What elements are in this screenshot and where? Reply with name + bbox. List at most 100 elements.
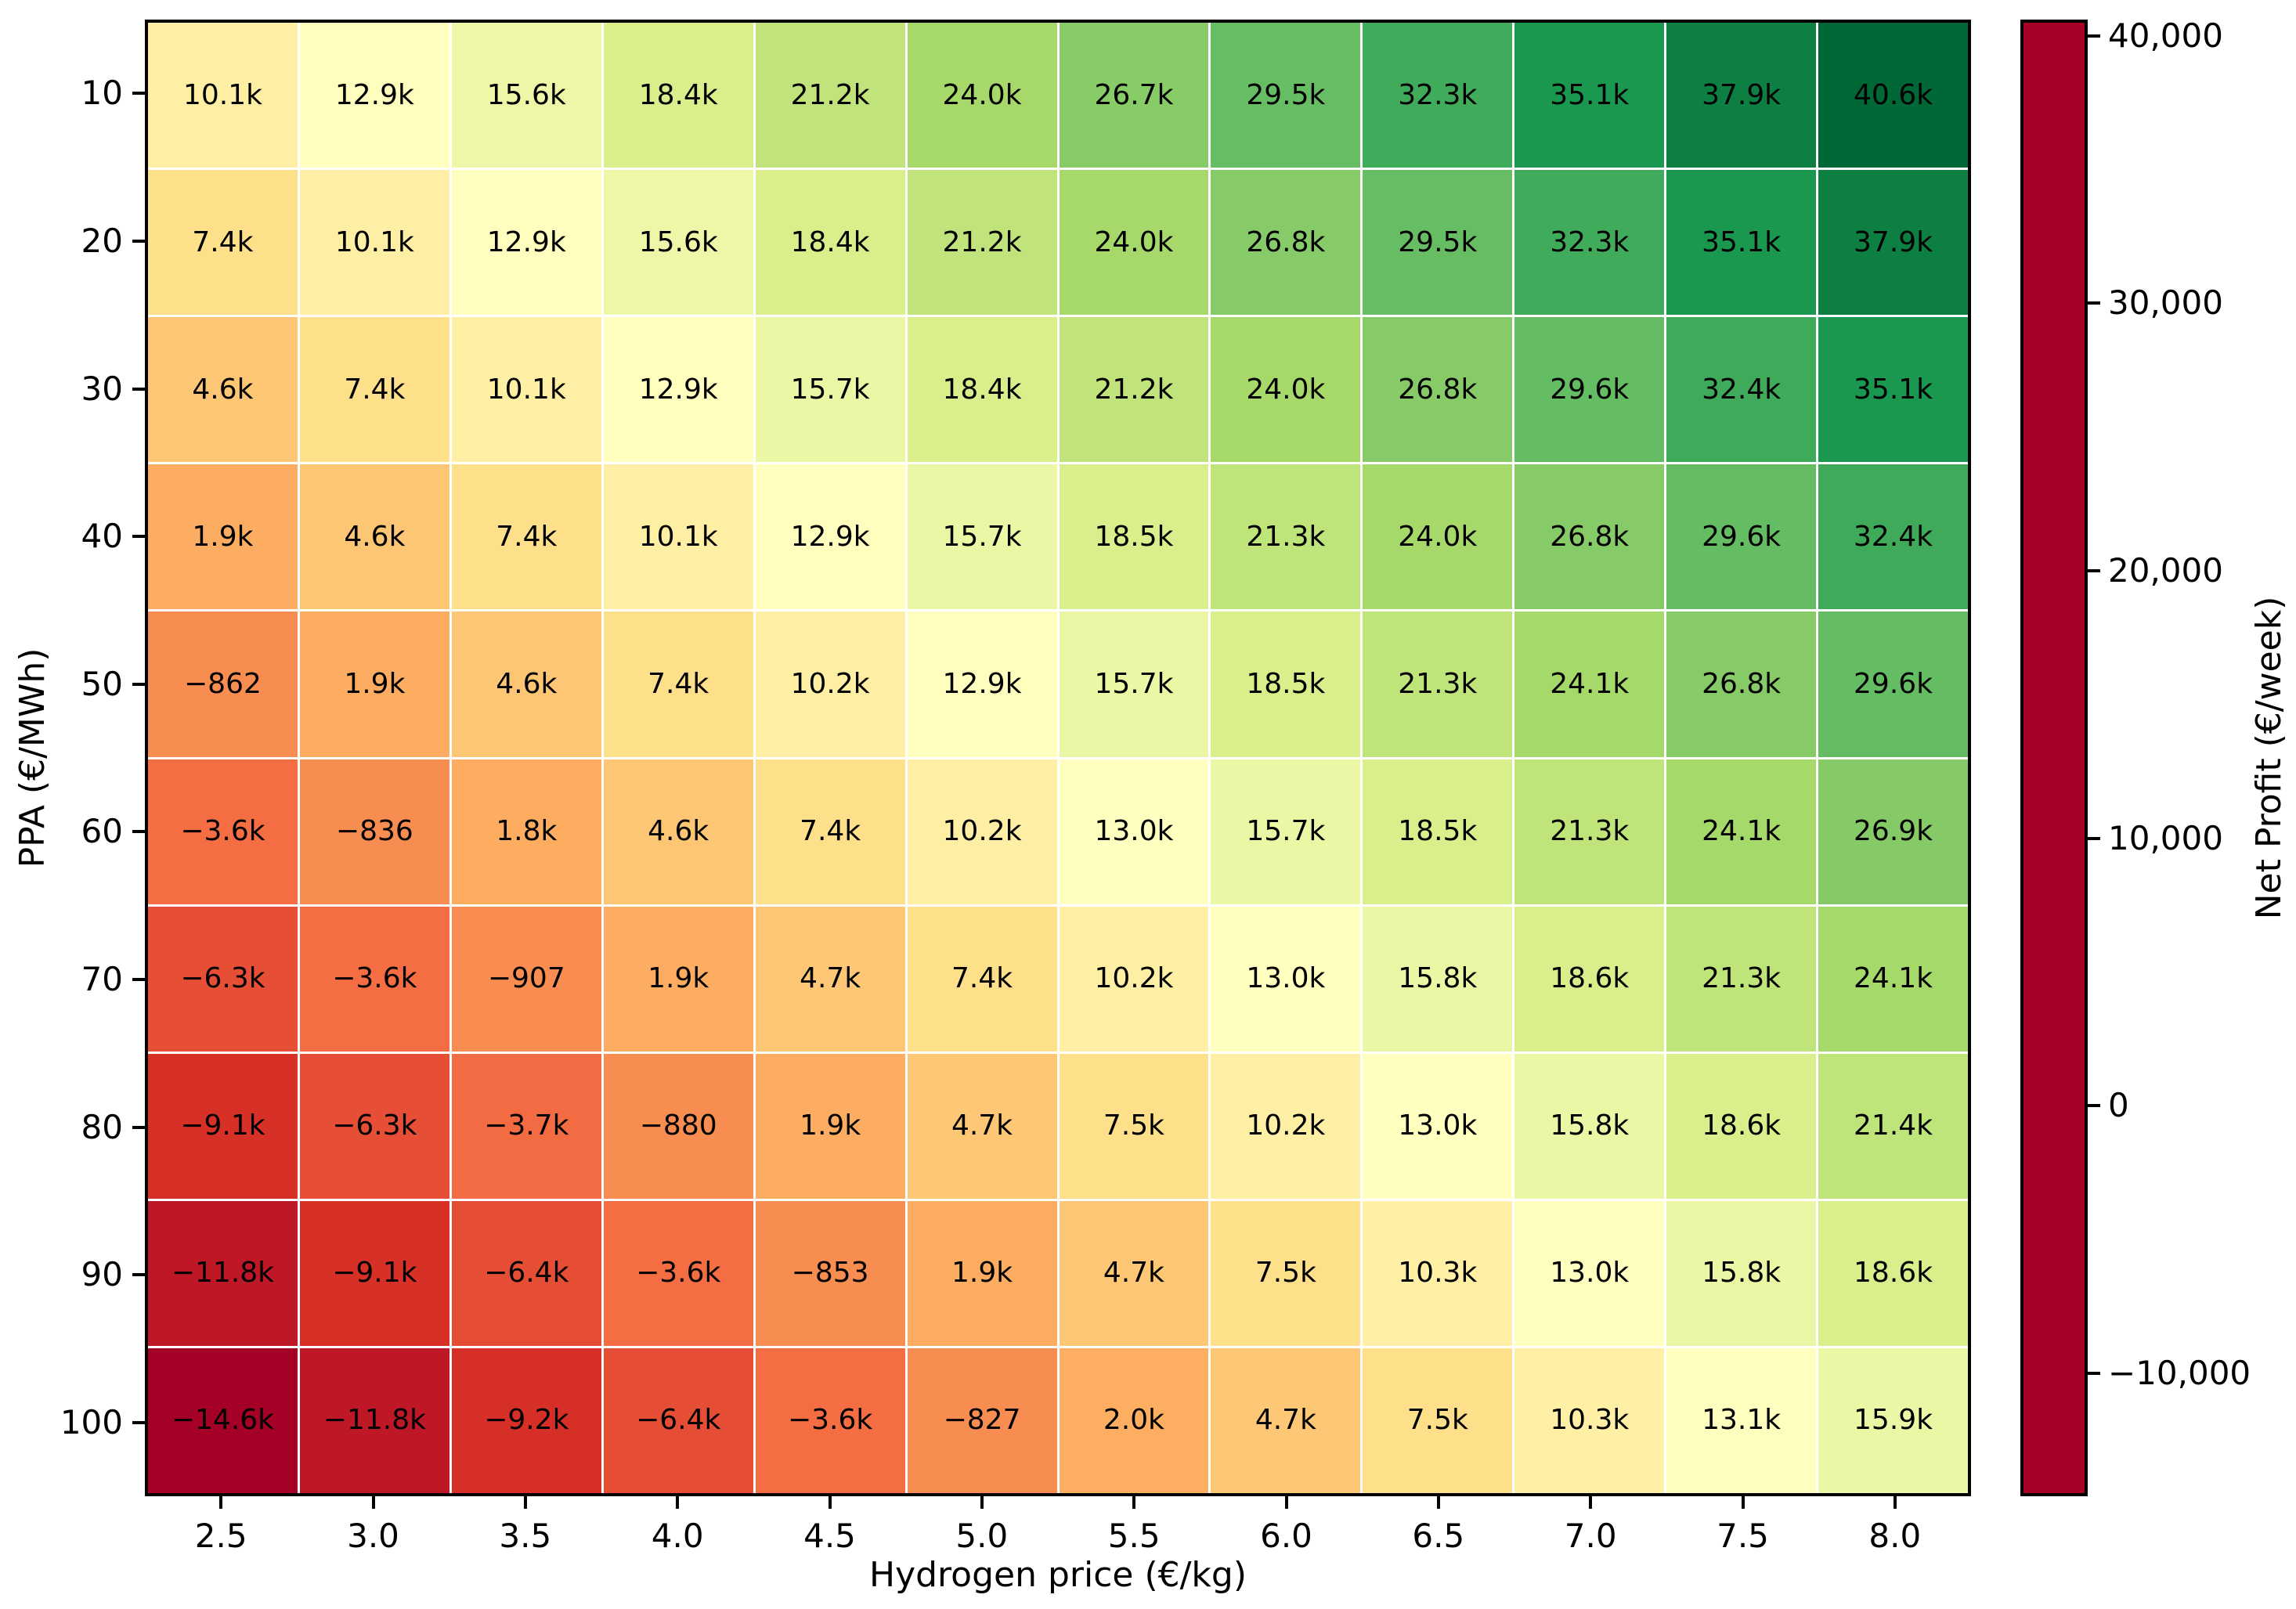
heatmap-cell: 15.9k (1818, 1347, 1968, 1493)
heatmap-cell: −907 (451, 906, 601, 1052)
heatmap-cell: 18.4k (755, 170, 905, 316)
colorbar-tick-label: 20,000 (2108, 550, 2223, 590)
heatmap-cell: 37.9k (1818, 170, 1968, 316)
heatmap-cell: 32.3k (1514, 170, 1665, 316)
heatmap-cell: 26.8k (1666, 611, 1817, 757)
heatmap-cell: 26.8k (1211, 170, 1361, 316)
heatmap-cell: 21.2k (907, 170, 1057, 316)
y-tick-label: 100 (60, 1402, 123, 1441)
x-tick-mark (523, 1496, 527, 1509)
heatmap-cell: 10.1k (451, 317, 601, 463)
heatmap-cell: 29.5k (1363, 170, 1513, 316)
x-tick-label: 8.0 (1868, 1517, 1922, 1555)
colorbar-tick-label: 0 (2108, 1086, 2129, 1125)
heatmap-cell: 15.7k (755, 317, 905, 463)
heatmap-cell: −3.7k (451, 1053, 601, 1199)
heatmap-cell: 4.6k (603, 759, 753, 904)
heatmap-cell: 4.6k (148, 317, 298, 463)
heatmap-cell: −14.6k (148, 1347, 298, 1493)
x-tick-label: 7.5 (1717, 1517, 1769, 1555)
heatmap-cell: −880 (603, 1053, 753, 1199)
heatmap-cell: 18.5k (1363, 759, 1513, 904)
heatmap-cell: 13.0k (1211, 906, 1361, 1052)
heatmap-cell: 15.6k (451, 23, 601, 168)
heatmap-cell: 1.9k (907, 1200, 1057, 1346)
heatmap-cell: 24.0k (907, 23, 1057, 168)
x-tick-label: 5.5 (1107, 1517, 1161, 1555)
heatmap-cell: 7.5k (1363, 1347, 1513, 1493)
y-tick-mark (132, 239, 145, 243)
heatmap-cell: 18.4k (907, 317, 1057, 463)
heatmap-cell: 21.2k (1059, 317, 1209, 463)
x-tick-mark (980, 1496, 984, 1509)
colorbar-tick-mark (2088, 836, 2100, 840)
heatmap-cell: 13.0k (1514, 1200, 1665, 1346)
y-tick-mark (132, 387, 145, 391)
y-tick-mark (132, 830, 145, 834)
heatmap-cell: 4.7k (1059, 1200, 1209, 1346)
x-axis-label: Hydrogen price (€/kg) (868, 1555, 1247, 1595)
colorbar-tick-label: 10,000 (2108, 818, 2223, 857)
heatmap-cell: 35.1k (1666, 170, 1817, 316)
heatmap-cell: 18.5k (1059, 464, 1209, 610)
x-tick-mark (1741, 1496, 1745, 1509)
heatmap-cell: 32.4k (1666, 317, 1817, 463)
heatmap-cell: 7.5k (1211, 1200, 1361, 1346)
heatmap-cell: 15.7k (907, 464, 1057, 610)
heatmap-cell: −11.8k (148, 1200, 298, 1346)
heatmap-cell: 24.0k (1059, 170, 1209, 316)
heatmap-cell: 32.4k (1818, 464, 1968, 610)
heatmap-cell: 15.7k (1059, 611, 1209, 757)
heatmap-cell: −9.1k (299, 1200, 449, 1346)
heatmap-cell: 15.8k (1666, 1200, 1817, 1346)
x-tick-label: 5.0 (955, 1517, 1009, 1555)
x-tick-mark (828, 1496, 832, 1509)
heatmap-cell: 18.6k (1666, 1053, 1817, 1199)
y-tick-label: 80 (81, 1107, 123, 1146)
heatmap-cell: 4.6k (299, 464, 449, 610)
x-tick-label: 3.0 (347, 1517, 399, 1555)
x-tick-mark (371, 1496, 375, 1509)
y-tick-label: 20 (81, 221, 123, 260)
colorbar-tick-mark (2088, 1104, 2100, 1108)
y-tick-label: 70 (81, 959, 123, 998)
x-tick-mark (1589, 1496, 1593, 1509)
heatmap-cell: 10.3k (1514, 1347, 1665, 1493)
heatmap-cell: 10.2k (907, 759, 1057, 904)
y-tick-mark (132, 535, 145, 539)
heatmap-cell: −3.6k (755, 1347, 905, 1493)
heatmap-cell: 32.3k (1363, 23, 1513, 168)
heatmap-cell: −836 (299, 759, 449, 904)
y-tick-mark (132, 977, 145, 981)
heatmap-cell: 15.8k (1514, 1053, 1665, 1199)
heatmap-cell: 40.6k (1818, 23, 1968, 168)
heatmap-cell: 1.9k (755, 1053, 905, 1199)
heatmap-cell: 26.7k (1059, 23, 1209, 168)
heatmap-cell: 26.8k (1363, 317, 1513, 463)
heatmap-cell: 18.6k (1818, 1200, 1968, 1346)
heatmap-cell: 21.3k (1211, 464, 1361, 610)
y-tick-label: 30 (81, 369, 123, 408)
heatmap-cell: 15.6k (603, 170, 753, 316)
heatmap-cell: 21.2k (755, 23, 905, 168)
heatmap-cell: 21.3k (1363, 611, 1513, 757)
x-tick-label: 6.5 (1412, 1517, 1465, 1555)
heatmap-cell: 7.5k (1059, 1053, 1209, 1199)
heatmap-cell: 10.2k (1211, 1053, 1361, 1199)
heatmap-grid: 10.1k 12.9k 15.6k 18.4k 21.2k 24.0k 26.7k 29.5k… (148, 23, 1968, 1493)
heatmap-cell: 21.4k (1818, 1053, 1968, 1199)
colorbar-tick-mark (2088, 568, 2100, 572)
heatmap-cell: 12.9k (755, 464, 905, 610)
x-tick-label: 4.0 (651, 1517, 704, 1555)
heatmap-cell: 24.1k (1818, 906, 1968, 1052)
heatmap-plot-area: 10.1k 12.9k 15.6k 18.4k 21.2k 24.0k 26.7k 29.5k… (145, 20, 1971, 1496)
y-tick-mark (132, 1273, 145, 1277)
heatmap-cell: 1.9k (603, 906, 753, 1052)
heatmap-cell: −862 (148, 611, 298, 757)
heatmap-cell: −11.8k (299, 1347, 449, 1493)
heatmap-cell: −827 (907, 1347, 1057, 1493)
heatmap-cell: 4.7k (755, 906, 905, 1052)
heatmap-cell: −6.3k (299, 1053, 449, 1199)
heatmap-cell: −6.4k (603, 1347, 753, 1493)
y-tick-mark (132, 92, 145, 96)
